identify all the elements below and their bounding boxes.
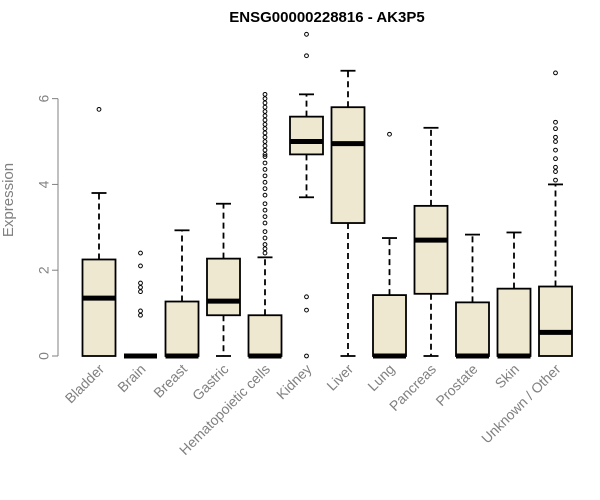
- outlier-point: [138, 308, 143, 314]
- x-tick-label: Liver: [323, 361, 356, 394]
- x-tick-label: Kidney: [273, 361, 315, 403]
- outlier-point: [262, 96, 268, 102]
- box: [496, 287, 532, 357]
- box-group-skin: [496, 231, 532, 359]
- outlier-point: [262, 109, 268, 114]
- outlier-point: [262, 235, 268, 241]
- outlier-point: [262, 154, 268, 159]
- x-tick-label: Brain: [114, 361, 148, 395]
- box: [330, 106, 366, 224]
- outlier-point: [553, 134, 558, 140]
- outlier-point: [387, 131, 392, 137]
- y-tick-label: 6: [36, 95, 52, 103]
- outlier-point: [262, 113, 268, 119]
- y-tick-label: 2: [36, 266, 52, 274]
- outlier-point: [262, 192, 268, 198]
- outlier-point: [304, 353, 309, 359]
- outlier-point: [553, 156, 558, 162]
- outlier-point: [553, 164, 558, 170]
- x-tick-label: Lung: [364, 361, 397, 394]
- outlier-point: [262, 121, 268, 127]
- box: [455, 301, 490, 357]
- outlier-point: [262, 91, 268, 97]
- box: [289, 115, 324, 156]
- box: [81, 258, 117, 357]
- outlier-point: [262, 139, 268, 144]
- outlier-point: [138, 263, 143, 269]
- box: [413, 204, 449, 295]
- x-tick-label: Unknown / Other: [478, 361, 564, 447]
- box: [538, 285, 573, 357]
- outlier-point: [262, 250, 268, 256]
- outlier-point: [262, 147, 268, 153]
- x-tick-label: Bladder: [62, 361, 108, 407]
- outlier-point: [262, 134, 268, 140]
- outlier-point: [304, 53, 309, 59]
- chart-title: ENSG00000228816 - AK3P5: [229, 9, 424, 26]
- y-tick-label: 0: [36, 352, 52, 360]
- outlier-point: [262, 220, 268, 226]
- box-group-prostate: [455, 233, 490, 359]
- box-group-gastric: [206, 202, 241, 357]
- box-series: [81, 31, 573, 359]
- outlier-point: [262, 242, 268, 247]
- box-group-liver: [330, 69, 366, 357]
- box: [247, 314, 283, 357]
- outlier-point: [138, 289, 143, 295]
- outlier-point: [262, 207, 268, 213]
- box: [372, 294, 407, 357]
- x-tick-label: Prostate: [432, 361, 480, 409]
- y-tick-label: 4: [36, 180, 52, 188]
- outlier-point: [553, 177, 558, 183]
- outlier-point: [138, 250, 143, 256]
- outlier-point: [304, 31, 309, 37]
- outlier-point: [262, 173, 268, 179]
- box-group-hematopoietic-cells: [247, 91, 283, 359]
- y-axis: 0 2 4 6: [36, 95, 59, 360]
- outlier-point: [262, 214, 268, 219]
- box-group-bladder: [81, 106, 117, 357]
- x-tick-label: Breast: [150, 361, 190, 401]
- box: [164, 300, 200, 357]
- x-tick-label: Skin: [492, 361, 523, 392]
- outlier-point: [262, 246, 268, 252]
- outlier-point: [138, 312, 143, 318]
- outlier-point: [304, 294, 309, 300]
- outlier-point: [262, 160, 268, 166]
- outlier-point: [138, 284, 143, 290]
- outlier-point: [553, 70, 558, 76]
- box-group-brain: [124, 250, 157, 359]
- outlier-point: [262, 104, 268, 110]
- y-axis-label: Expression: [0, 163, 17, 237]
- box-group-kidney: [289, 31, 324, 359]
- outlier-point: [553, 169, 558, 174]
- outlier-point: [304, 307, 309, 313]
- outlier-point: [553, 126, 558, 132]
- box-group-breast: [164, 229, 200, 359]
- outlier-point: [553, 147, 558, 153]
- outlier-point: [262, 201, 268, 207]
- outlier-point: [138, 280, 143, 286]
- outlier-point: [262, 117, 268, 123]
- outlier-point: [262, 126, 268, 132]
- box: [206, 257, 241, 317]
- outlier-point: [262, 167, 268, 172]
- outlier-point: [262, 130, 268, 136]
- outlier-point: [262, 229, 268, 235]
- outlier-point: [262, 100, 268, 106]
- outlier-point: [262, 179, 268, 185]
- outlier-point: [553, 139, 558, 144]
- outlier-point: [553, 119, 558, 125]
- box-group-unknown-other: [538, 70, 573, 357]
- outlier-point: [96, 106, 102, 112]
- box-group-lung: [372, 131, 407, 359]
- outlier-point: [262, 143, 268, 149]
- outlier-point: [262, 186, 268, 192]
- box-group-pancreas: [413, 126, 449, 357]
